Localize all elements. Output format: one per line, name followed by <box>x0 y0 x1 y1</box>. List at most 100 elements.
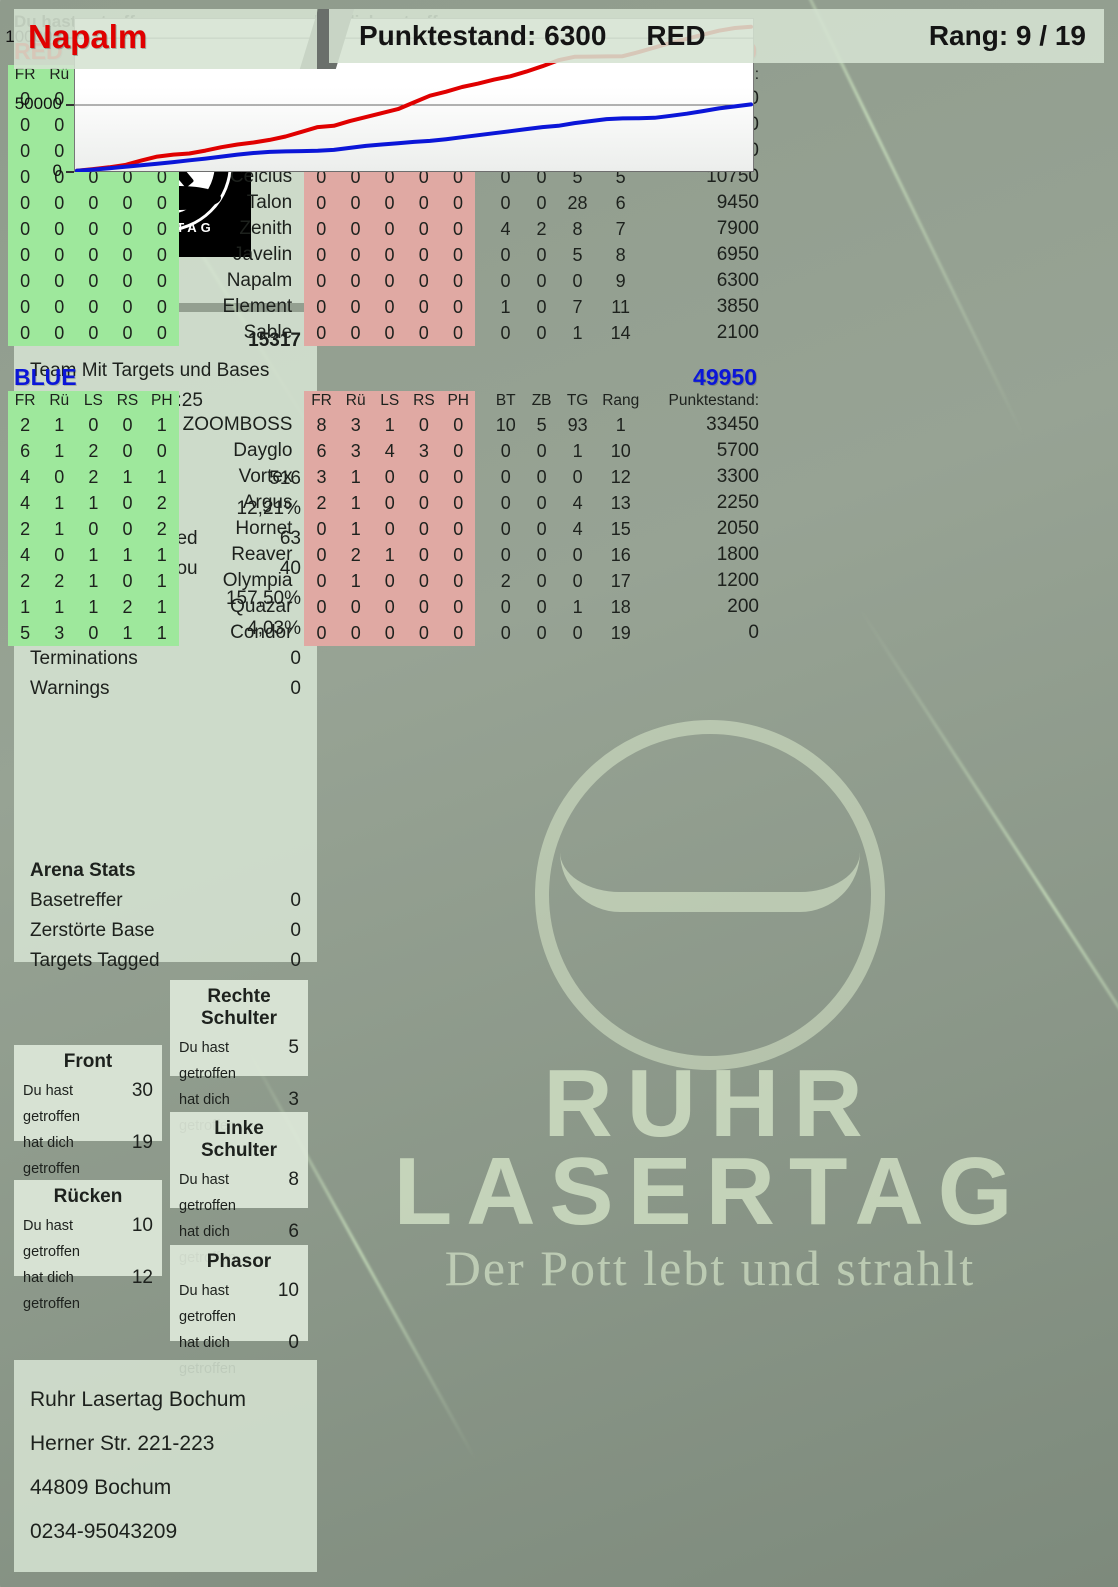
cell-zb: 0 <box>536 296 547 317</box>
hitzone-title: Rechte Schulter <box>200 986 278 1029</box>
cell-hit: 0 <box>76 216 111 242</box>
cell-tg: 7 <box>572 296 583 317</box>
cell-taken: 1 <box>338 568 373 594</box>
table-row[interactable]: 0 0 0 0 0 Napalm 0 0 0 0 0 0 0 0 9 6300 <box>8 268 763 294</box>
cell-hit: 0 <box>144 320 180 346</box>
cell-rang: 8 <box>615 244 626 265</box>
cell-hit: 0 <box>76 516 111 542</box>
cell-taken: 0 <box>338 242 373 268</box>
cell-taken: 0 <box>372 620 407 646</box>
team-total-score: 49950 <box>693 364 757 390</box>
col-hit-LS: LS <box>76 391 111 412</box>
table-row[interactable]: 0 0 0 0 0 Sable 0 0 0 0 0 0 0 1 14 2100 <box>8 320 763 346</box>
cell-score: 6950 <box>716 244 759 265</box>
col-score: Punktestand: <box>668 392 759 409</box>
col-taken-RS: RS <box>406 391 442 412</box>
cell-rang: 16 <box>610 544 631 565</box>
cell-score: 2050 <box>716 518 759 539</box>
cell-tg: 5 <box>572 244 583 265</box>
cell-hit: 1 <box>8 594 43 620</box>
player-stat-label: Warnings <box>30 678 110 699</box>
col-BT: BT <box>495 392 516 409</box>
player-stat-value: 0 <box>290 648 301 669</box>
table-row[interactable]: 4 0 1 1 1 Reaver 0 2 1 0 0 0 0 0 16 1800 <box>8 542 763 568</box>
cell-hit: 0 <box>8 242 43 268</box>
cell-player-name: Reaver <box>231 544 293 565</box>
player-stat-label: Terminations <box>30 648 138 669</box>
table-row[interactable]: 4 1 1 0 2 Argus 2 1 0 0 0 0 0 4 13 2250 <box>8 490 763 516</box>
address-line: 0234-95043209 <box>30 1520 178 1543</box>
col-hit-RS: RS <box>110 391 145 412</box>
cell-tg: 1 <box>572 322 583 343</box>
table-row[interactable]: 0 0 0 0 0 Zenith 0 0 0 0 0 4 2 8 7 7900 <box>8 216 763 242</box>
cell-zb: 5 <box>536 414 547 435</box>
cell-hit: 0 <box>144 242 180 268</box>
table-row[interactable]: 0 0 0 0 0 Javelin 0 0 0 0 0 0 0 5 8 6950 <box>8 242 763 268</box>
cell-taken: 0 <box>441 594 476 620</box>
cell-hit: 0 <box>42 242 77 268</box>
cell-taken: 0 <box>441 620 476 646</box>
cell-player-name: Zenith <box>239 218 293 239</box>
cell-taken: 0 <box>406 190 441 216</box>
cell-taken: 0 <box>441 490 476 516</box>
cell-hit: 0 <box>42 164 77 190</box>
cell-hit: 0 <box>110 320 145 346</box>
cell-zb: 0 <box>536 570 547 591</box>
cell-taken: 0 <box>440 242 476 268</box>
table-row[interactable]: 2 2 1 0 1 Olympia 0 1 0 0 0 2 0 0 17 1200 <box>8 568 763 594</box>
table-row[interactable]: 4 0 2 1 1 Vortex 3 1 0 0 0 0 0 0 12 3300 <box>8 464 763 490</box>
cell-taken: 0 <box>406 412 442 438</box>
player-stat-row: Terminations 0 <box>30 644 301 674</box>
team-name: BLUE <box>14 364 77 390</box>
hitzone-you-hit-value: 8 <box>288 1169 299 1190</box>
col-Rang: Rang <box>602 392 640 409</box>
table-row[interactable]: 0 0 0 0 0 Talon 0 0 0 0 0 0 0 28 6 9450 <box>8 190 763 216</box>
player-nickname-panel: Napalm <box>14 9 317 69</box>
cell-player-name: Javelin <box>233 244 293 265</box>
table-row[interactable]: 2 1 0 0 1 ZOOMBOSS 8 3 1 0 0 10 5 93 1 33450 <box>8 412 763 438</box>
cell-score: 33450 <box>706 414 759 435</box>
cell-rang: 10 <box>610 440 631 461</box>
cell-taken: 3 <box>338 412 373 438</box>
arena-stats-title-row: Arena Stats <box>30 856 301 886</box>
arena-stats-title: Arena Stats <box>30 860 136 881</box>
table-row[interactable]: 0 0 0 0 0 Element 0 0 0 0 0 1 0 7 11 3850 <box>8 294 763 320</box>
cell-zb: 0 <box>536 166 547 187</box>
table-row[interactable]: 5 3 0 1 1 Condor 0 0 0 0 0 0 0 0 19 0 <box>8 620 763 646</box>
cell-taken: 0 <box>304 294 339 320</box>
player-stat-value: 40 <box>279 558 301 579</box>
table-row[interactable]: 2 1 0 0 2 Hornet 0 1 0 0 0 0 0 4 15 2050 <box>8 516 763 542</box>
chart-y-tick-mark <box>66 171 74 173</box>
cell-taken: 0 <box>406 464 442 490</box>
col-taken-FR: FR <box>304 391 339 412</box>
chart-y-tick-mark <box>66 104 74 107</box>
cell-taken: 0 <box>440 216 476 242</box>
cell-tg: 5 <box>572 166 583 187</box>
cell-zb: 0 <box>536 492 547 513</box>
cell-player-name: Hornet <box>235 518 293 539</box>
table-row[interactable]: 6 1 2 0 0 Dayglo 6 3 4 3 0 0 0 1 10 5700 <box>8 438 763 464</box>
col-hit-Rü: Rü <box>42 391 77 412</box>
cell-taken: 0 <box>372 242 407 268</box>
col-hit-Rü: Rü <box>42 65 77 86</box>
cell-taken: 3 <box>304 464 339 490</box>
cell-score: 3300 <box>716 466 759 487</box>
hitzone-you-hit-label: Du hast getroffen <box>23 1218 80 1260</box>
cell-hit: 0 <box>76 412 111 438</box>
cell-hit: 4 <box>8 542 43 568</box>
cell-score: 200 <box>727 596 759 617</box>
cell-hit: 2 <box>110 594 145 620</box>
cell-zb: 0 <box>536 544 547 565</box>
cell-hit: 0 <box>8 190 43 216</box>
table-row[interactable]: 1 1 1 2 1 Quazar 0 0 0 0 0 0 0 1 18 200 <box>8 594 763 620</box>
cell-hit: 0 <box>76 294 111 320</box>
cell-hit: 1 <box>144 594 179 620</box>
cell-taken: 0 <box>406 294 441 320</box>
cell-taken: 0 <box>304 242 339 268</box>
cell-rang: 6 <box>615 192 626 213</box>
cell-hit: 0 <box>42 86 77 112</box>
address-line: Ruhr Lasertag Bochum <box>30 1388 246 1411</box>
cell-taken: 0 <box>440 268 476 294</box>
player-stat-value: 157,50% <box>225 588 301 609</box>
cell-rang: 9 <box>615 270 626 291</box>
